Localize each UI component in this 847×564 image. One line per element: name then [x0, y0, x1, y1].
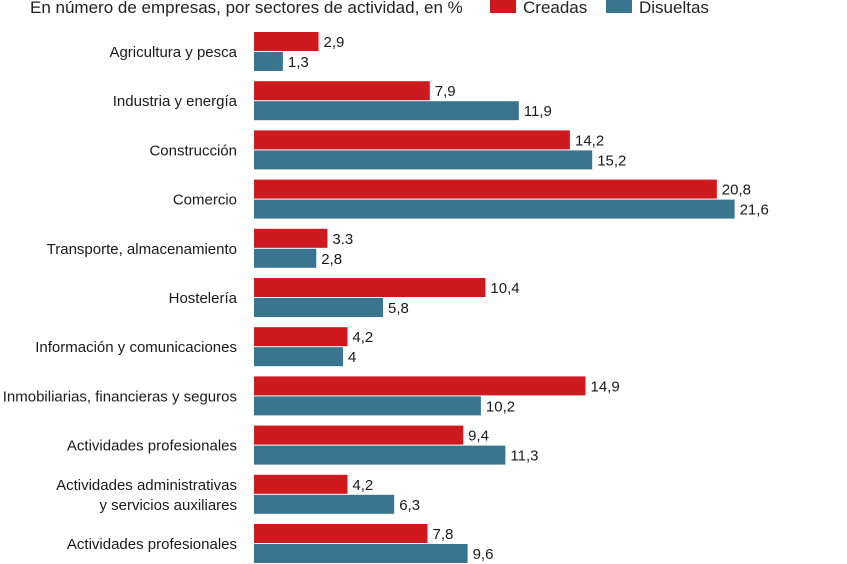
legend-label-disueltas: Disueltas — [639, 0, 709, 17]
category-label: Información y comunicaciones — [35, 339, 237, 356]
value-label-disueltas: 4 — [348, 349, 356, 366]
value-label-disueltas: 2,8 — [321, 251, 342, 268]
bar-disueltas — [254, 396, 481, 416]
plot-area: Agricultura y pesca 2,9 1,3 Industria y ene… — [3, 32, 769, 563]
category-label: Agricultura y pesca — [109, 44, 237, 61]
value-label-disueltas: 9,6 — [473, 546, 494, 563]
bar-creadas — [254, 278, 486, 297]
bar-disueltas — [254, 494, 395, 514]
value-label-creadas: 3.3 — [332, 231, 353, 248]
bar-disueltas — [254, 248, 317, 268]
category-label: Hostelería — [169, 290, 238, 307]
legend-swatch-disueltas — [606, 0, 632, 13]
category-label: Industria y energía — [113, 93, 238, 110]
bar-creadas — [254, 130, 570, 150]
value-label-disueltas: 6,3 — [399, 497, 420, 514]
bar-creadas — [254, 474, 348, 494]
value-label-creadas: 4,2 — [352, 329, 373, 346]
chart-subtitle: En número de empresas, por sectores de a… — [30, 0, 463, 17]
bar-disueltas — [254, 150, 593, 170]
category-label: Actividades profesionales — [67, 536, 237, 553]
category-label: Actividades administrativas — [56, 477, 237, 494]
value-label-disueltas: 10,2 — [486, 398, 515, 415]
chart-legend: Creadas Disueltas — [490, 0, 709, 17]
value-label-creadas: 7,9 — [435, 83, 456, 100]
value-label-creadas: 10,4 — [490, 280, 519, 297]
bar-disueltas — [254, 347, 343, 367]
bar-disueltas — [254, 199, 735, 219]
bar-disueltas — [254, 298, 383, 317]
category-label: Inmobiliarias, financieras y seguros — [3, 388, 237, 405]
legend-label-creadas: Creadas — [523, 0, 587, 17]
bar-disueltas — [254, 544, 468, 563]
bar-creadas — [254, 425, 464, 445]
value-label-creadas: 4,2 — [352, 477, 373, 494]
value-label-disueltas: 1,3 — [288, 54, 309, 71]
value-label-creadas: 7,8 — [433, 526, 454, 543]
bar-creadas — [254, 81, 430, 101]
bar-creadas — [254, 228, 328, 248]
value-label-creadas: 2,9 — [324, 34, 345, 51]
bar-creadas — [254, 524, 428, 543]
value-label-disueltas: 5,8 — [388, 300, 409, 317]
bar-disueltas — [254, 52, 283, 71]
category-label: Comercio — [173, 192, 237, 209]
value-label-creadas: 14,2 — [575, 132, 604, 149]
bar-creadas — [254, 376, 586, 396]
category-label: y servicios auxiliares — [99, 497, 237, 514]
value-label-disueltas: 15,2 — [597, 152, 626, 169]
value-label-creadas: 14,9 — [591, 378, 620, 395]
legend-swatch-creadas — [490, 0, 516, 13]
value-label-disueltas: 21,6 — [740, 202, 769, 219]
value-label-disueltas: 11,3 — [510, 448, 538, 465]
bar-disueltas — [254, 101, 519, 121]
value-label-disueltas: 11,9 — [524, 103, 552, 120]
category-label: Actividades profesionales — [67, 438, 237, 455]
value-label-creadas: 20,8 — [722, 182, 751, 199]
bar-creadas — [254, 179, 717, 199]
category-label: Transporte, almacenamiento — [47, 241, 237, 258]
category-label: Construcción — [149, 142, 237, 159]
bar-disueltas — [254, 445, 506, 465]
value-label-creadas: 9,4 — [468, 428, 489, 445]
bar-creadas — [254, 327, 348, 347]
bar-creadas — [254, 32, 319, 51]
